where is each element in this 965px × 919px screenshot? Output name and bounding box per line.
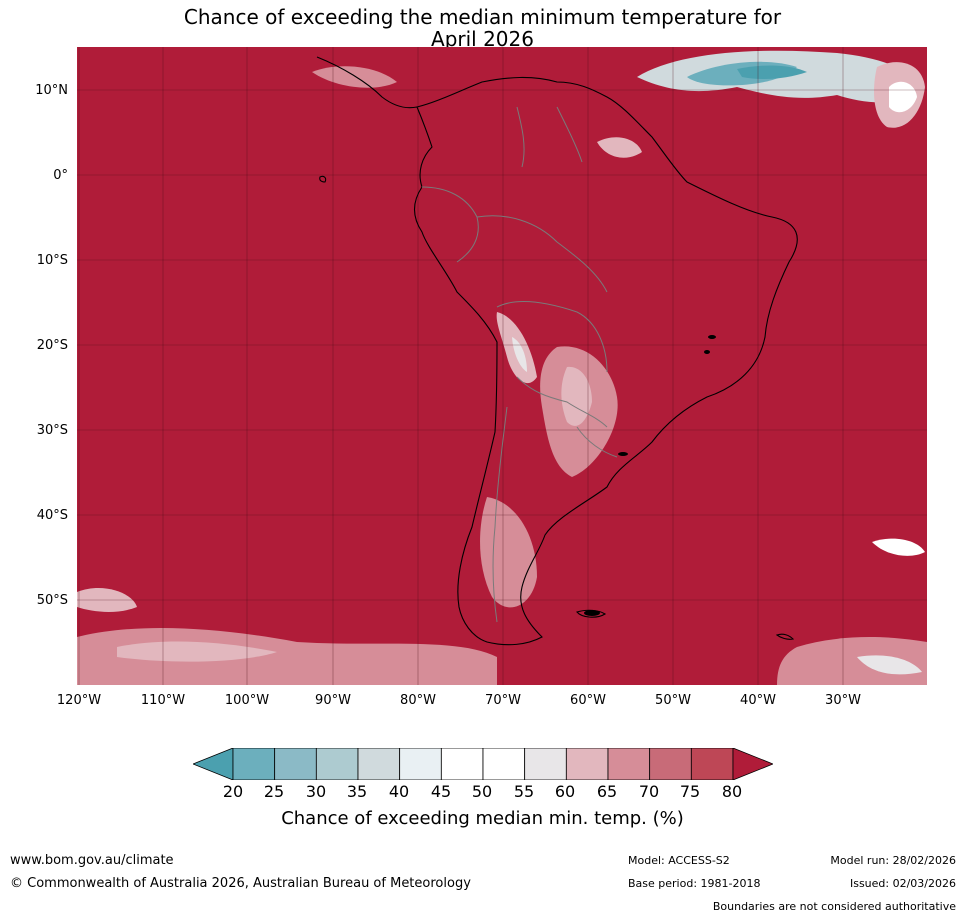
colorbar-cell-11 xyxy=(649,748,692,780)
colorbar-tick-30: 30 xyxy=(305,782,327,801)
lon-label-120w: 120°W xyxy=(56,693,102,708)
bom-url: www.bom.gov.au/climate xyxy=(10,853,174,868)
colorbar-cell-7 xyxy=(482,748,526,780)
lon-label-70w: 70°W xyxy=(485,693,521,708)
small-features xyxy=(584,335,716,616)
lon-label-110w: 110°W xyxy=(140,693,186,708)
south-georgia xyxy=(775,633,795,640)
patch-south-pacific-light xyxy=(117,641,277,662)
patch-south-atlantic-light xyxy=(857,655,922,675)
colorbar-extend-low xyxy=(193,748,234,780)
colorbar-cell-8 xyxy=(524,748,567,780)
boundary-disclaimer: Boundaries are not considered authoritat… xyxy=(712,900,956,913)
lat-label-20s: 20°S xyxy=(36,338,68,353)
country-borders xyxy=(421,106,618,623)
issued-date: Issued: 02/03/2026 xyxy=(849,877,956,890)
lon-label-90w: 90°W xyxy=(315,693,351,708)
lon-label-80w: 80°W xyxy=(400,693,436,708)
colorbar-cell-9 xyxy=(565,748,609,780)
colorbar-cell-2 xyxy=(274,748,317,780)
lat-label-40s: 40°S xyxy=(36,508,68,523)
patch-north-atlantic-light xyxy=(737,65,807,80)
coastlines xyxy=(316,56,798,646)
chart-title-line1: Chance of exceeding the median minimum t… xyxy=(183,5,782,29)
patch-patagonia xyxy=(480,497,537,608)
lon-label-60w: 60°W xyxy=(570,693,606,708)
colorbar-tick-50: 50 xyxy=(471,782,493,801)
colorbar-cell-10 xyxy=(607,748,651,780)
patch-guiana xyxy=(597,137,642,158)
patch-andes-core xyxy=(512,337,527,372)
colorbar-cell-3 xyxy=(315,748,359,780)
lat-label-10s: 10°S xyxy=(36,253,68,268)
colorbar-cell-5 xyxy=(399,748,442,780)
colorbar-tick-45: 45 xyxy=(430,782,452,801)
lon-label-50w: 50°W xyxy=(655,693,691,708)
central-america-coast xyxy=(316,56,418,109)
patch-east-atlantic-core xyxy=(889,81,917,113)
lon-label-40w: 40°W xyxy=(740,693,776,708)
colorbar-tick-60: 60 xyxy=(554,782,576,801)
colorbar-cell-4 xyxy=(357,748,401,780)
lat-label-30s: 30°S xyxy=(36,423,68,438)
lat-label-10n: 10°N xyxy=(35,83,68,98)
base-period: Base period: 1981-2018 xyxy=(628,877,761,890)
colorbar-tick-70: 70 xyxy=(638,782,660,801)
patch-chaco-core xyxy=(561,366,592,426)
lon-label-30w: 30°W xyxy=(825,693,861,708)
copyright-notice: © Commonwealth of Australia 2026, Austra… xyxy=(10,876,471,891)
patch-east-south-atlantic xyxy=(872,538,925,556)
graticule xyxy=(77,47,927,685)
colorbar-extend-high xyxy=(732,748,773,780)
colorbar xyxy=(193,748,773,780)
colorbar-tick-75: 75 xyxy=(679,782,701,801)
probability-map xyxy=(77,47,927,685)
model-run-date: Model run: 28/02/2026 xyxy=(830,854,956,867)
lat-label-50s: 50°S xyxy=(36,593,68,608)
colorbar-cells xyxy=(193,748,773,780)
probability-patches xyxy=(77,50,927,685)
colorbar-tick-65: 65 xyxy=(596,782,618,801)
chart-title-line2: April 2026 xyxy=(431,27,534,51)
colorbar-label: Chance of exceeding median min. temp. (%… xyxy=(281,808,684,829)
colorbar-tick-25: 25 xyxy=(263,782,285,801)
falklands xyxy=(576,609,607,618)
lon-label-100w: 100°W xyxy=(224,693,270,708)
model-name: Model: ACCESS-S2 xyxy=(628,854,730,867)
galapagos xyxy=(319,175,327,183)
colorbar-tick-35: 35 xyxy=(346,782,368,801)
colorbar-cell-6 xyxy=(440,748,484,780)
colorbar-tick-80: 80 xyxy=(721,782,743,801)
colorbar-tick-40: 40 xyxy=(388,782,410,801)
south-america-coast xyxy=(413,76,798,646)
lat-label-0: 0° xyxy=(53,168,68,183)
colorbar-tick-55: 55 xyxy=(513,782,535,801)
colorbar-cell-1 xyxy=(232,748,276,780)
colorbar-tick-20: 20 xyxy=(222,782,244,801)
colorbar-cell-12 xyxy=(690,748,734,780)
